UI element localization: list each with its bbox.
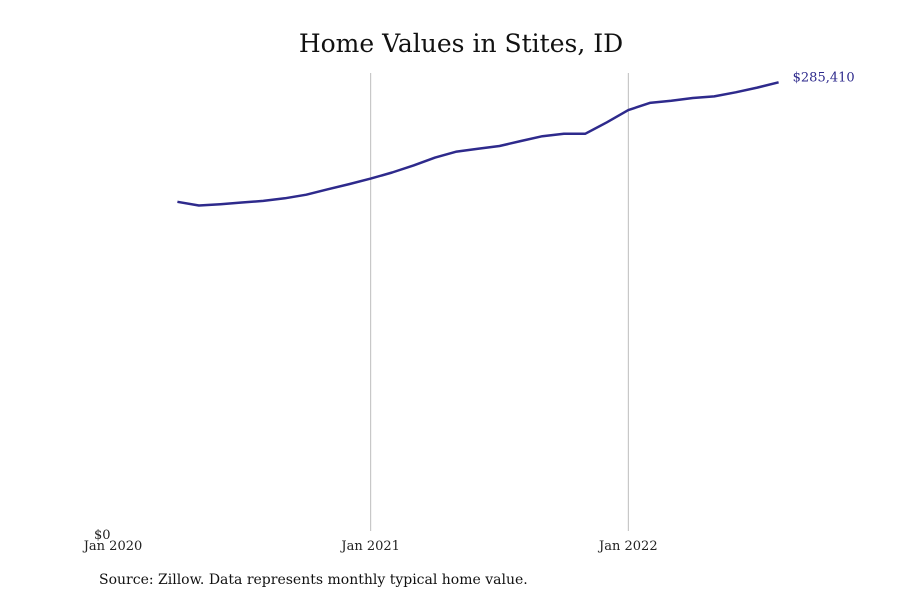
x-tick-label: Jan 2022 [597, 539, 658, 554]
end-value-label: $285,410 [793, 70, 855, 85]
gridlines [370, 73, 629, 531]
source-note: Source: Zillow. Data represents monthly … [99, 572, 528, 588]
series-line-home-value [177, 81, 779, 207]
x-tick-label: Jan 2021 [339, 539, 400, 554]
y-tick-zero: $0 [94, 528, 111, 543]
x-axis-ticks: Jan 2020 Jan 2021 Jan 2022 [82, 539, 658, 554]
x-tick-label: Jan 2020 [82, 539, 143, 554]
chart-title: Home Values in Stites, ID [299, 29, 623, 58]
